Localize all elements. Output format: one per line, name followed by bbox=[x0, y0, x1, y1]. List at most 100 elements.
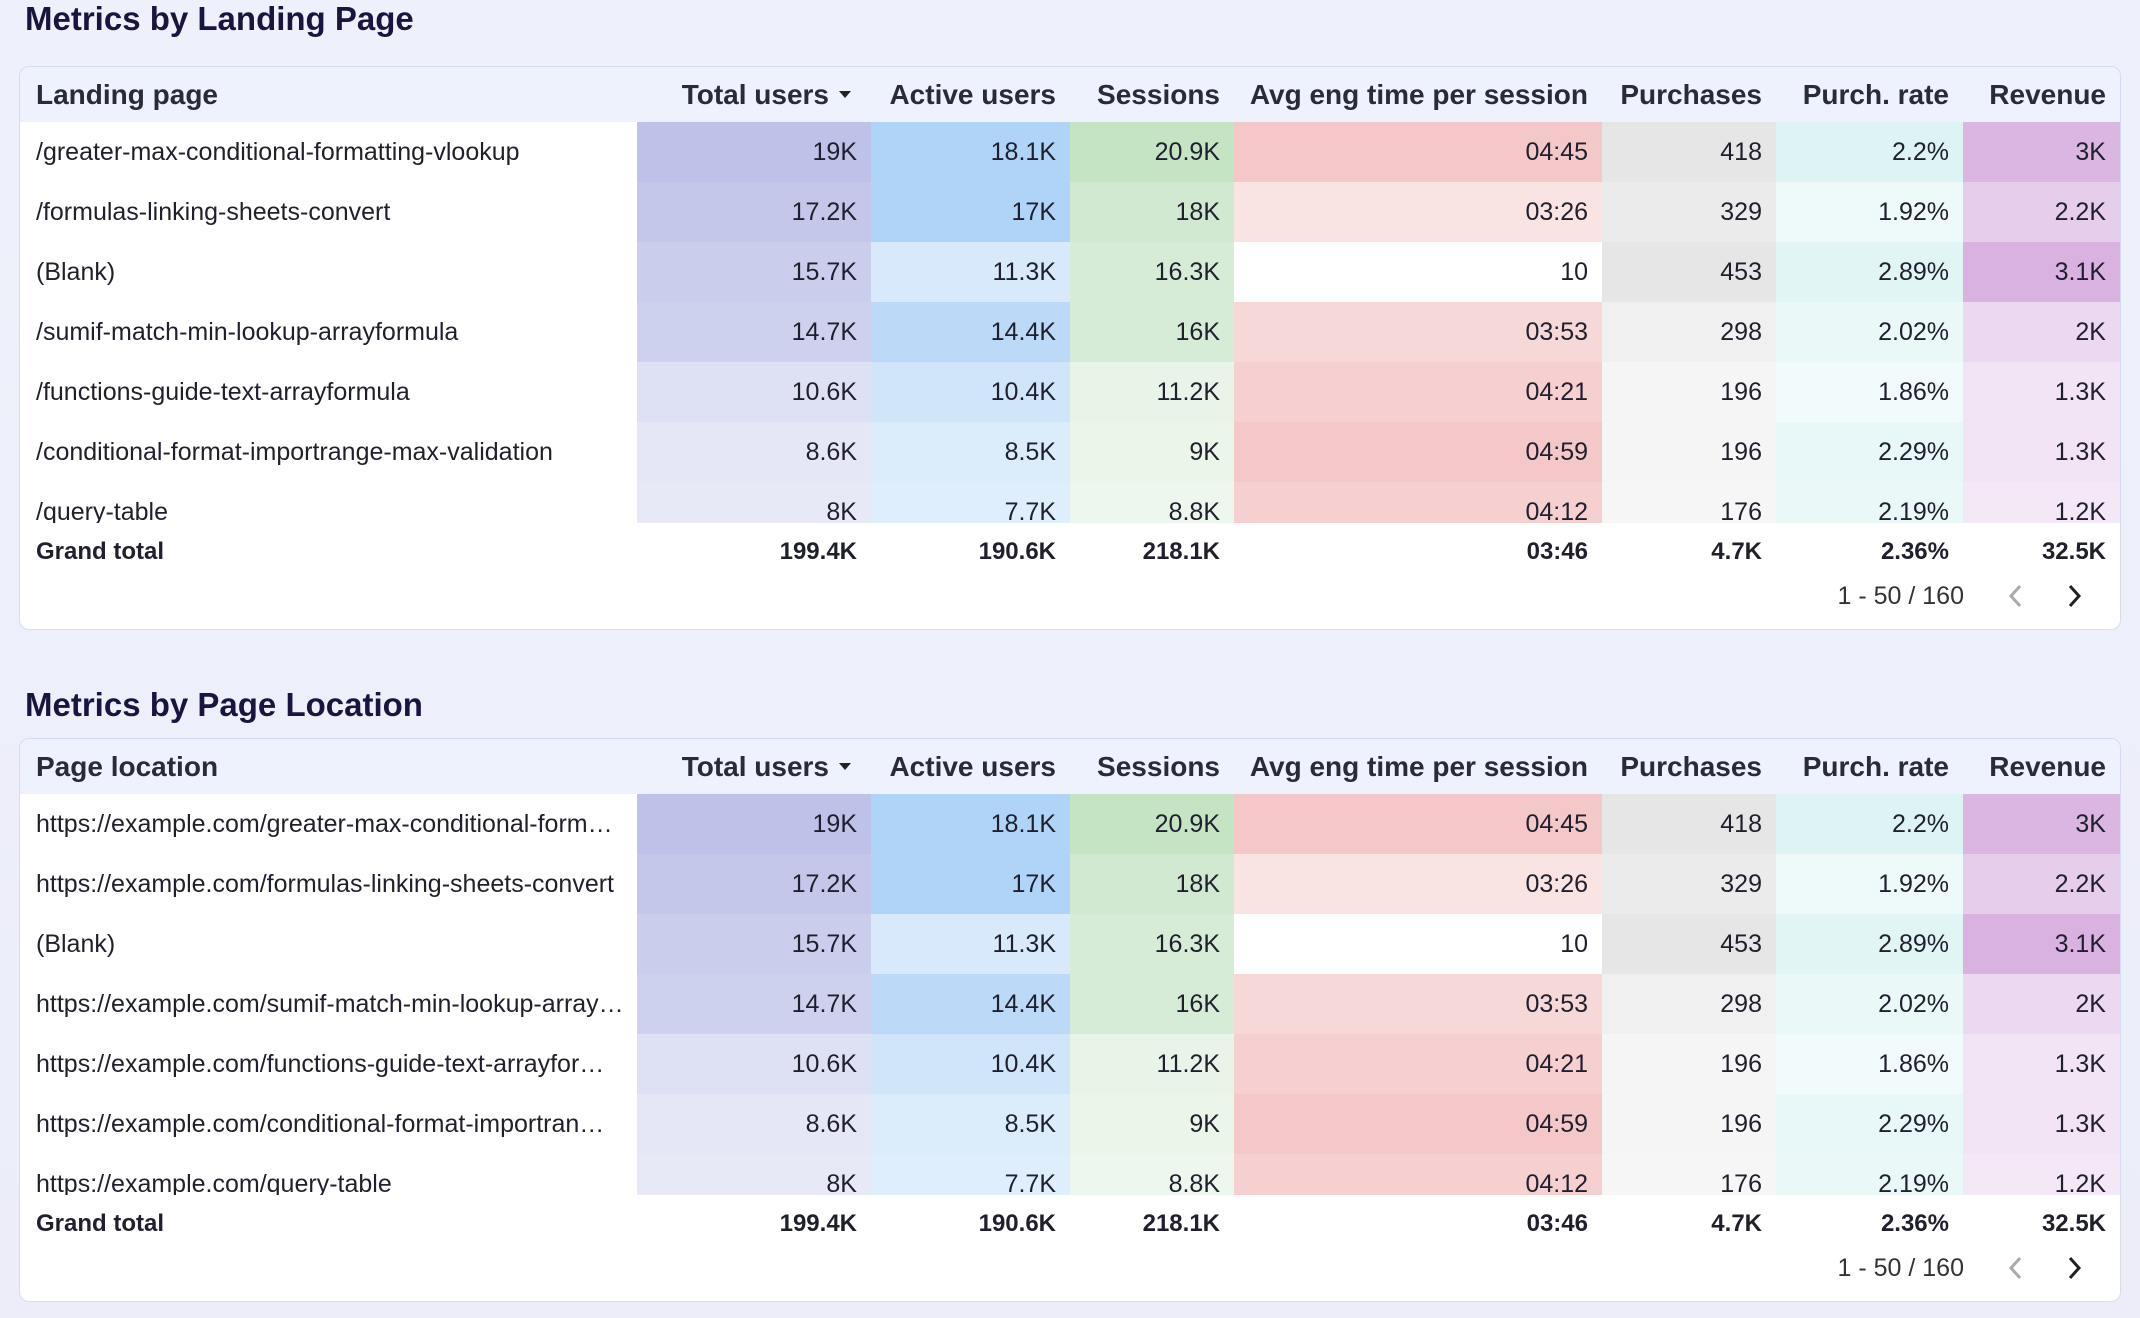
next-page[interactable] bbox=[2062, 1253, 2086, 1283]
metric-cell: 10.6K bbox=[637, 362, 871, 422]
metric-cell: 19K bbox=[637, 794, 871, 854]
metric-cell: 2.02% bbox=[1776, 302, 1963, 362]
grand-total-row: Grand total 199.4K 190.6K 218.1K 03:46 4.7K 2.… bbox=[20, 523, 2120, 581]
column-header-label: Active users bbox=[889, 78, 1056, 110]
metric-cell: 2.2K bbox=[1963, 854, 2120, 914]
metric-cell: 18.1K bbox=[871, 122, 1070, 182]
column-header[interactable]: Purchases bbox=[1602, 739, 1776, 794]
column-header-label: Active users bbox=[889, 750, 1056, 782]
metric-cell: 2.19% bbox=[1776, 482, 1963, 523]
metric-cell: 2K bbox=[1963, 974, 2120, 1034]
metric-cell: 3K bbox=[1963, 122, 2120, 182]
column-header[interactable]: Sessions bbox=[1070, 67, 1234, 122]
grand-total-cell: 32.5K bbox=[2041, 1210, 2106, 1237]
table-row: https://example.com/sumif-match-min-look… bbox=[20, 974, 2120, 1034]
metric-cell: 11.2K bbox=[1070, 1034, 1234, 1094]
metric-cell: 14.7K bbox=[637, 974, 871, 1034]
sort-indicator bbox=[839, 762, 851, 770]
metric-cell: 7.7K bbox=[871, 1154, 1070, 1195]
column-header[interactable]: Purchases bbox=[1602, 67, 1776, 122]
column-header[interactable]: Sessions bbox=[1070, 739, 1234, 794]
dimension-cell: https://example.com/formulas-linking-she… bbox=[36, 869, 615, 898]
metric-cell: 8K bbox=[637, 1154, 871, 1195]
column-header[interactable]: Purch. rate bbox=[1776, 67, 1963, 122]
column-header[interactable]: Landing page bbox=[20, 67, 637, 122]
next-page[interactable] bbox=[2062, 581, 2086, 611]
grand-total-cell: 218.1K bbox=[1142, 1210, 1220, 1237]
column-header[interactable]: Active users bbox=[871, 739, 1070, 794]
metric-cell: 329 bbox=[1602, 854, 1776, 914]
metric-cell: 15.7K bbox=[637, 914, 871, 974]
dimension-cell: /conditional-format-importrange-max-vali… bbox=[36, 437, 553, 466]
metric-cell: 1.3K bbox=[1963, 1094, 2120, 1154]
table-row: https://example.com/greater-max-conditio… bbox=[20, 794, 2120, 854]
table: Landing page Total users Active users Sessi… bbox=[19, 66, 2121, 630]
metric-cell: 04:45 bbox=[1234, 794, 1602, 854]
metric-cell: 04:21 bbox=[1234, 1034, 1602, 1094]
metric-cell: 453 bbox=[1602, 242, 1776, 302]
dimension-cell: https://example.com/conditional-format-i… bbox=[36, 1109, 605, 1138]
column-header[interactable]: Avg eng time per session bbox=[1234, 67, 1602, 122]
column-header[interactable]: Purch. rate bbox=[1776, 739, 1963, 794]
metric-cell: 1.3K bbox=[1963, 1034, 2120, 1094]
grand-total-cell: 199.4K bbox=[779, 538, 857, 565]
column-header-label: Sessions bbox=[1097, 750, 1220, 782]
metric-cell: 9K bbox=[1070, 1094, 1234, 1154]
metric-cell: 16K bbox=[1070, 974, 1234, 1034]
column-header[interactable]: Total users bbox=[637, 739, 871, 794]
column-header-label: Purchases bbox=[1620, 78, 1762, 110]
table-row: (Blank) 15.7K 11.3K 16.3K 10 453 2.89% 3.1K bbox=[20, 242, 2120, 302]
metric-cell: 298 bbox=[1602, 974, 1776, 1034]
column-header[interactable]: Total users bbox=[637, 67, 871, 122]
dimension-cell: https://example.com/functions-guide-text… bbox=[36, 1049, 605, 1078]
metric-cell: 453 bbox=[1602, 914, 1776, 974]
prev-page[interactable] bbox=[2004, 581, 2028, 611]
metric-cell: 18K bbox=[1070, 854, 1234, 914]
grand-total-cell: 2.36% bbox=[1880, 538, 1949, 565]
metric-cell: 9K bbox=[1070, 422, 1234, 482]
column-header[interactable]: Revenue bbox=[1963, 739, 2120, 794]
column-header-label: Revenue bbox=[1989, 78, 2106, 110]
metric-cell: 196 bbox=[1602, 1094, 1776, 1154]
header-row: Page location Total users Active users Sess… bbox=[20, 739, 2120, 794]
metric-cell: 03:53 bbox=[1234, 302, 1602, 362]
pagination-label: 1 - 50 / 160 bbox=[1837, 581, 1964, 610]
column-header-label: Avg eng time per session bbox=[1249, 750, 1588, 782]
metric-cell: 8.8K bbox=[1070, 482, 1234, 523]
column-header[interactable]: Revenue bbox=[1963, 67, 2120, 122]
column-header[interactable]: Active users bbox=[871, 67, 1070, 122]
prev-page[interactable] bbox=[2004, 1253, 2028, 1283]
metric-cell: 04:45 bbox=[1234, 122, 1602, 182]
metric-cell: 8.6K bbox=[637, 1094, 871, 1154]
dimension-cell: https://example.com/sumif-match-min-look… bbox=[36, 989, 624, 1018]
column-header[interactable]: Page location bbox=[20, 739, 637, 794]
metric-cell: 16K bbox=[1070, 302, 1234, 362]
metric-cell: 1.3K bbox=[1963, 422, 2120, 482]
grand-total-cell: Grand total bbox=[36, 1210, 165, 1237]
metric-cell: 18.1K bbox=[871, 794, 1070, 854]
table-row: /greater-max-conditional-formatting-vloo… bbox=[20, 122, 2120, 182]
pagination-label: 1 - 50 / 160 bbox=[1837, 1253, 1964, 1282]
column-header-label: Purch. rate bbox=[1802, 78, 1949, 110]
column-header-label: Sessions bbox=[1097, 78, 1220, 110]
grand-total-cell: 03:46 bbox=[1526, 1210, 1588, 1237]
metric-cell: 04:12 bbox=[1234, 1154, 1602, 1195]
metric-cell: 04:59 bbox=[1234, 422, 1602, 482]
metric-cell: 11.3K bbox=[871, 242, 1070, 302]
metric-cell: 20.9K bbox=[1070, 122, 1234, 182]
metric-cell: 8.6K bbox=[637, 422, 871, 482]
column-header[interactable]: Avg eng time per session bbox=[1234, 739, 1602, 794]
section-title: Metrics by Landing Page bbox=[25, 0, 414, 37]
dimension-cell: /sumif-match-min-lookup-arrayformula bbox=[36, 317, 459, 346]
metric-cell: 8.5K bbox=[871, 1094, 1070, 1154]
metric-cell: 14.4K bbox=[871, 302, 1070, 362]
metric-cell: 7.7K bbox=[871, 482, 1070, 523]
metric-cell: 2.2% bbox=[1776, 122, 1963, 182]
metric-cell: 20.9K bbox=[1070, 794, 1234, 854]
metric-cell: 16.3K bbox=[1070, 914, 1234, 974]
metric-cell: 18K bbox=[1070, 182, 1234, 242]
dimension-cell: (Blank) bbox=[36, 929, 116, 958]
metric-cell: 03:53 bbox=[1234, 974, 1602, 1034]
grand-total-cell: 190.6K bbox=[978, 538, 1056, 565]
